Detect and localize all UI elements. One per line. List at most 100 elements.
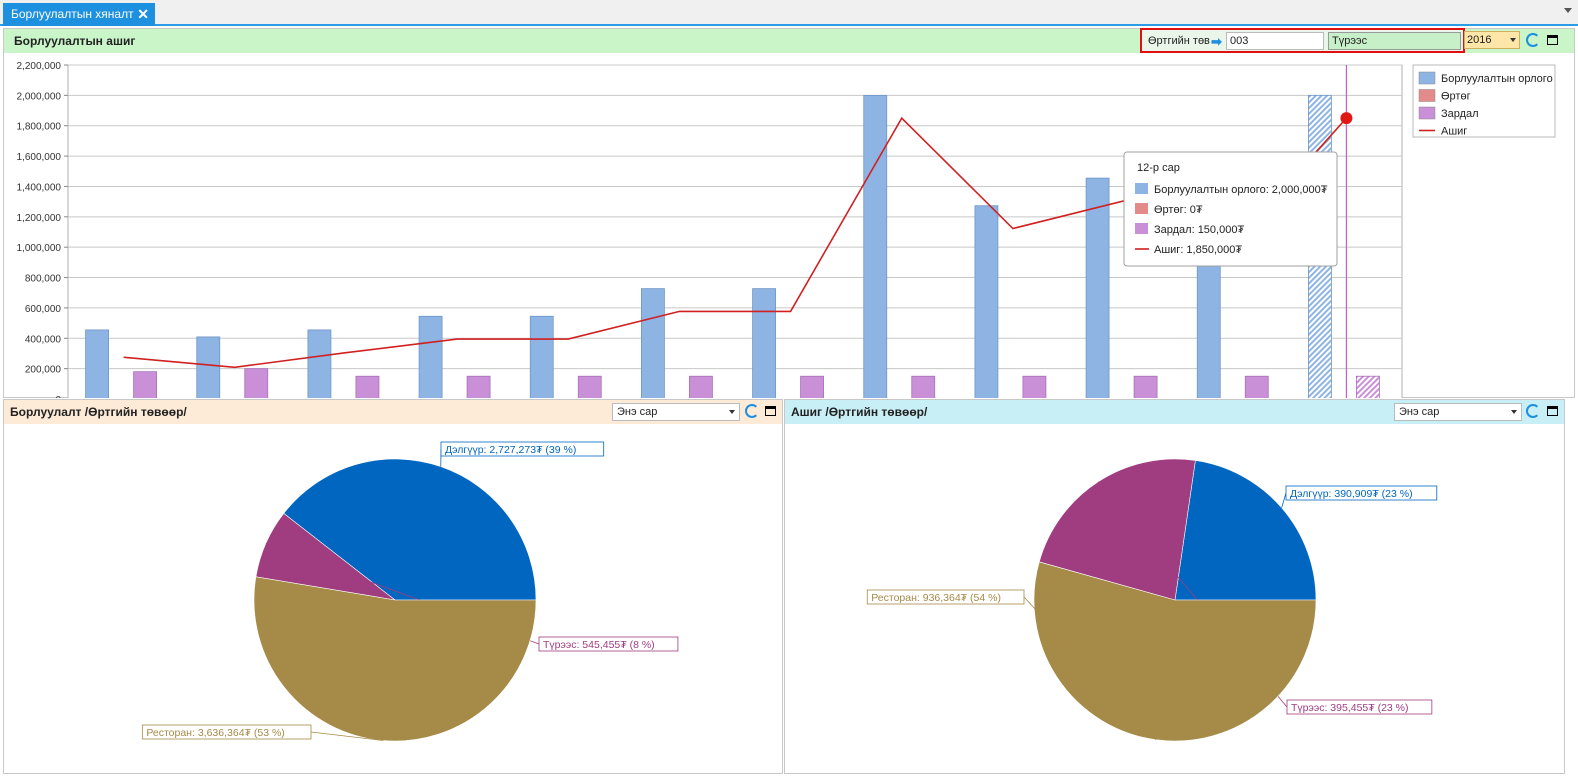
chevron-down-icon[interactable] bbox=[729, 410, 735, 414]
expense-bar[interactable] bbox=[689, 375, 713, 398]
pie-label-box bbox=[1286, 699, 1433, 715]
pie-slice[interactable] bbox=[253, 576, 537, 742]
close-icon[interactable]: ✕ bbox=[137, 6, 149, 22]
y-tick-label: 2,000,000 bbox=[17, 91, 62, 102]
tooltip-row: Борлуулалтын орлого: 2,000,000₮ bbox=[1154, 184, 1328, 196]
profit-marker[interactable] bbox=[1340, 112, 1353, 125]
legend-label: Ашиг bbox=[1441, 126, 1467, 138]
expense-bar[interactable] bbox=[133, 371, 157, 398]
chevron-down-icon[interactable] bbox=[1511, 410, 1517, 414]
y-tick-label: 600,000 bbox=[25, 304, 62, 315]
y-tick-label: 1,200,000 bbox=[17, 213, 62, 224]
period-value: Энэ сар bbox=[617, 406, 658, 418]
legend-box bbox=[1412, 64, 1556, 138]
cost-center-code-input[interactable]: 003 bbox=[1226, 32, 1324, 50]
y-tick-label: 2,200,000 bbox=[17, 61, 62, 72]
legend-swatch bbox=[1418, 106, 1436, 120]
revenue-bar[interactable] bbox=[752, 288, 776, 398]
chart-tooltip: 12-р сар Борлуулалтын орлого: 2,000,000₮ Ө… bbox=[1123, 151, 1338, 267]
y-tick-label: 400,000 bbox=[25, 334, 62, 345]
period-select[interactable]: Энэ сар bbox=[612, 403, 740, 421]
expense-bar[interactable] bbox=[800, 375, 824, 398]
tooltip-row: Зардал: 150,000₮ bbox=[1154, 224, 1244, 236]
refresh-icon[interactable] bbox=[1526, 33, 1540, 47]
maximize-icon[interactable] bbox=[1547, 406, 1558, 416]
chevron-down-icon[interactable] bbox=[1510, 38, 1516, 42]
pie-label-leader bbox=[1281, 492, 1287, 508]
revenue-bar[interactable] bbox=[974, 205, 999, 398]
chevron-down-icon[interactable] bbox=[1564, 8, 1572, 13]
pie-label: Түрээс: 545,455₮ (8 %) bbox=[543, 639, 655, 651]
expense-bar[interactable] bbox=[244, 368, 269, 398]
revenue-bar[interactable] bbox=[85, 329, 109, 398]
pie-label-leader bbox=[310, 731, 384, 741]
panel-title: Борлуулалт /Өртгийн төвөөр/ bbox=[10, 405, 187, 419]
cost-center-label: Өртгийн төв bbox=[1148, 35, 1210, 47]
revenue-bar[interactable] bbox=[529, 315, 554, 398]
period-select[interactable]: Энэ сар bbox=[1394, 403, 1522, 421]
expense-bar[interactable] bbox=[911, 375, 936, 398]
profit-panel: Борлуулалтын ашиг Өртгийн төв ➡ 003 Түрэ… bbox=[3, 28, 1575, 398]
y-tick-label: 200,000 bbox=[25, 365, 62, 376]
sales-panel: Борлуулалт /Өртгийн төвөөр/ Энэ сар Дэлг… bbox=[3, 399, 783, 774]
y-tick-label: 800,000 bbox=[25, 274, 62, 285]
year-select[interactable]: 2016 bbox=[1464, 31, 1520, 49]
maximize-icon[interactable] bbox=[1547, 35, 1558, 45]
pie-label-leader bbox=[1023, 596, 1157, 740]
tooltip-box bbox=[1123, 151, 1338, 267]
tooltip-swatch bbox=[1135, 203, 1148, 214]
pie-label-box bbox=[141, 724, 312, 740]
pie-label: Ресторан: 3,636,364₮ (53 %) bbox=[146, 727, 284, 739]
revenue-bar[interactable] bbox=[418, 315, 443, 398]
sales-panel-header: Борлуулалт /Өртгийн төвөөр/ Энэ сар bbox=[4, 400, 782, 424]
revenue-bar[interactable] bbox=[307, 329, 332, 398]
expense-bar[interactable] bbox=[1244, 375, 1269, 398]
pie-label-box bbox=[538, 636, 679, 652]
tab-label: Борлуулалтын хяналт bbox=[11, 7, 134, 21]
maximize-icon[interactable] bbox=[765, 406, 776, 416]
expense-bar[interactable] bbox=[577, 375, 602, 398]
tooltip-row: Өртөг: 0₮ bbox=[1154, 204, 1203, 216]
sales-pie-chart: Дэлгүүр: 2,727,273₮ (39 %) Түрээс: 545,45… bbox=[141, 441, 679, 742]
legend-label: Өртөг bbox=[1441, 91, 1471, 103]
y-tick-label: 1,000,000 bbox=[17, 243, 62, 254]
profit-by-center-panel: Ашиг /Өртгийн төвөөр/ Энэ сар Дэлгүүр: 3… bbox=[784, 399, 1565, 774]
profit-chart: 0 200,000 400,000 600,000 800,000 1,000,000 1,… bbox=[17, 61, 1556, 398]
tooltip-swatch bbox=[1135, 223, 1148, 234]
panel-title: Борлуулалтын ашиг bbox=[14, 34, 136, 48]
revenue-bar[interactable] bbox=[1085, 177, 1110, 398]
y-tick-label: 1,800,000 bbox=[17, 122, 62, 133]
refresh-icon[interactable] bbox=[1526, 404, 1540, 418]
cost-center-filter: Өртгийн төв ➡ 003 Түрээс bbox=[1140, 28, 1465, 53]
tooltip-swatch bbox=[1135, 183, 1148, 194]
legend-swatch bbox=[1418, 89, 1436, 102]
refresh-icon[interactable] bbox=[745, 404, 759, 418]
tooltip-title: 12-р сар bbox=[1137, 162, 1180, 174]
tooltip-row: Ашиг: 1,850,000₮ bbox=[1154, 244, 1242, 256]
legend-swatch bbox=[1418, 71, 1436, 85]
year-value: 2016 bbox=[1467, 34, 1492, 46]
chart-legend: Борлуулалтын орлого Өртөг Зардал Ашиг bbox=[1412, 64, 1556, 138]
profit-by-center-header: Ашиг /Өртгийн төвөөр/ Энэ сар bbox=[785, 400, 1564, 424]
revenue-bar[interactable] bbox=[641, 288, 665, 398]
legend-label: Борлуулалтын орлого bbox=[1441, 73, 1553, 85]
legend-label: Зардал bbox=[1441, 108, 1479, 120]
revenue-bar[interactable] bbox=[863, 94, 888, 398]
profit-panel-header: Борлуулалтын ашиг Өртгийн төв ➡ 003 Түрэ… bbox=[4, 28, 1574, 53]
expense-bar[interactable] bbox=[355, 375, 380, 398]
cost-center-name-field: Түрээс bbox=[1328, 32, 1461, 50]
expense-bar[interactable] bbox=[1133, 375, 1158, 398]
expense-bar[interactable] bbox=[1356, 375, 1380, 398]
pie-label-box bbox=[440, 441, 605, 457]
pie-label: Түрээс: 395,455₮ (23 %) bbox=[1291, 702, 1409, 714]
pie-label-box bbox=[866, 589, 1025, 605]
arrow-right-icon[interactable]: ➡ bbox=[1211, 34, 1222, 49]
pie-label: Дэлгүүр: 390,909₮ (23 %) bbox=[1290, 488, 1413, 500]
revenue-bar[interactable] bbox=[196, 336, 221, 398]
expense-bar[interactable] bbox=[466, 375, 491, 398]
expense-bar[interactable] bbox=[1022, 375, 1047, 398]
pie-slice[interactable] bbox=[1174, 460, 1317, 601]
tab-sales-monitor[interactable]: Борлуулалтын хяналт ✕ bbox=[3, 3, 155, 26]
y-tick-label: 1,400,000 bbox=[17, 182, 62, 193]
y-tick-label: 0 bbox=[55, 395, 61, 398]
